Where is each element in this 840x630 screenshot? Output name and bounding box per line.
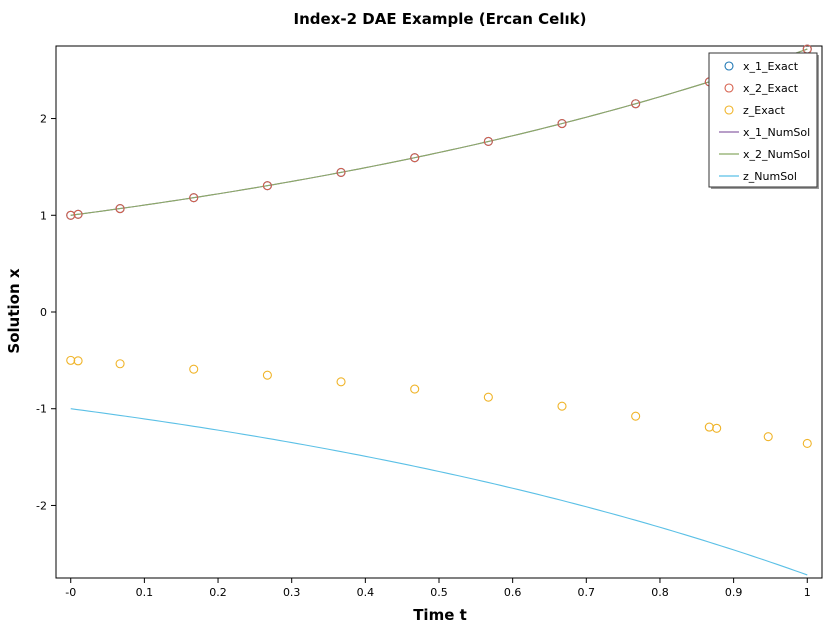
legend-label-x-1-numsol: x_1_NumSol [743, 126, 810, 139]
x-tick-label: 0.9 [725, 586, 743, 599]
marker-z-exact [66, 355, 76, 365]
y-tick-label: -2 [36, 499, 47, 512]
marker-z-exact [73, 356, 83, 366]
x-tick-label: 0.6 [504, 586, 522, 599]
marker-layer [66, 44, 812, 449]
marker-x-2-exact [410, 153, 420, 163]
legend-box [708, 52, 818, 188]
y-axis-title: Solution x [5, 268, 23, 353]
marker-x-2-exact [483, 136, 493, 147]
marker-x-2-exact [66, 210, 76, 220]
marker-z-exact [704, 422, 714, 432]
legend-label-x-2-numsol: x_2_NumSol [743, 148, 810, 161]
marker-z-exact [802, 438, 812, 449]
x-tick-label: 0.4 [357, 586, 375, 599]
legend: x_1_Exact x_2_Exact z_Exact x_1_NumSol x_2_N… [708, 52, 819, 189]
x-tick-label: -0 [65, 586, 76, 599]
marker-z-exact [483, 392, 493, 402]
y-axis: -2 -1 0 1 2 [36, 113, 56, 512]
legend-label-x-2-exact: x_2_Exact [743, 82, 799, 95]
x-tick-label: 0.7 [578, 586, 596, 599]
y-tick-label: 1 [40, 209, 47, 222]
marker-z-exact [262, 370, 272, 380]
legend-swatch-z-exact [724, 105, 734, 115]
x-tick-label: 1 [804, 586, 811, 599]
marker-z-exact [763, 432, 773, 442]
marker-z-exact [712, 423, 722, 433]
legend-label-x-1-exact: x_1_Exact [743, 60, 799, 73]
series-line-z-numsol [70, 408, 808, 576]
series-line-x-2-numsol [70, 48, 808, 216]
marker-x-2-exact [631, 99, 641, 109]
marker-z-exact [557, 401, 567, 411]
legend-swatch-x-2-exact [724, 83, 734, 93]
x-axis-title: Time t [413, 606, 467, 624]
marker-x-2-exact [336, 167, 346, 177]
marker-x-2-exact [189, 193, 199, 203]
x-tick-label: 0.5 [430, 586, 448, 599]
marker-z-exact [189, 364, 199, 374]
legend-swatch-x-1-exact [724, 61, 734, 71]
x-tick-label: 0.3 [283, 586, 301, 599]
marker-x-2-exact [115, 204, 125, 214]
y-tick-label: -1 [36, 403, 47, 416]
y-tick-label: 0 [40, 306, 47, 319]
marker-z-exact [410, 384, 420, 394]
legend-label-z-exact: z_Exact [743, 104, 786, 117]
marker-z-exact [115, 359, 125, 369]
chart-title: Index-2 DAE Example (Ercan Celık) [294, 10, 587, 28]
y-tick-label: 2 [40, 113, 47, 126]
plot-area [55, 45, 823, 579]
x-tick-label: 0.2 [209, 586, 227, 599]
marker-x-2-exact [73, 209, 83, 219]
x-tick-label: 0.8 [651, 586, 669, 599]
legend-label-z-numsol: z_NumSol [743, 170, 797, 183]
x-axis: -0 0.1 0.2 0.3 0.4 0.5 0.6 0.7 0.8 0.9 1 [65, 578, 811, 599]
marker-x-2-exact [262, 181, 272, 191]
series-layer [70, 48, 808, 576]
marker-z-exact [631, 411, 641, 421]
x-tick-label: 0.1 [136, 586, 154, 599]
series-line-x-1-numsol [70, 48, 808, 216]
marker-z-exact [336, 377, 346, 387]
marker-x-2-exact [557, 119, 567, 129]
